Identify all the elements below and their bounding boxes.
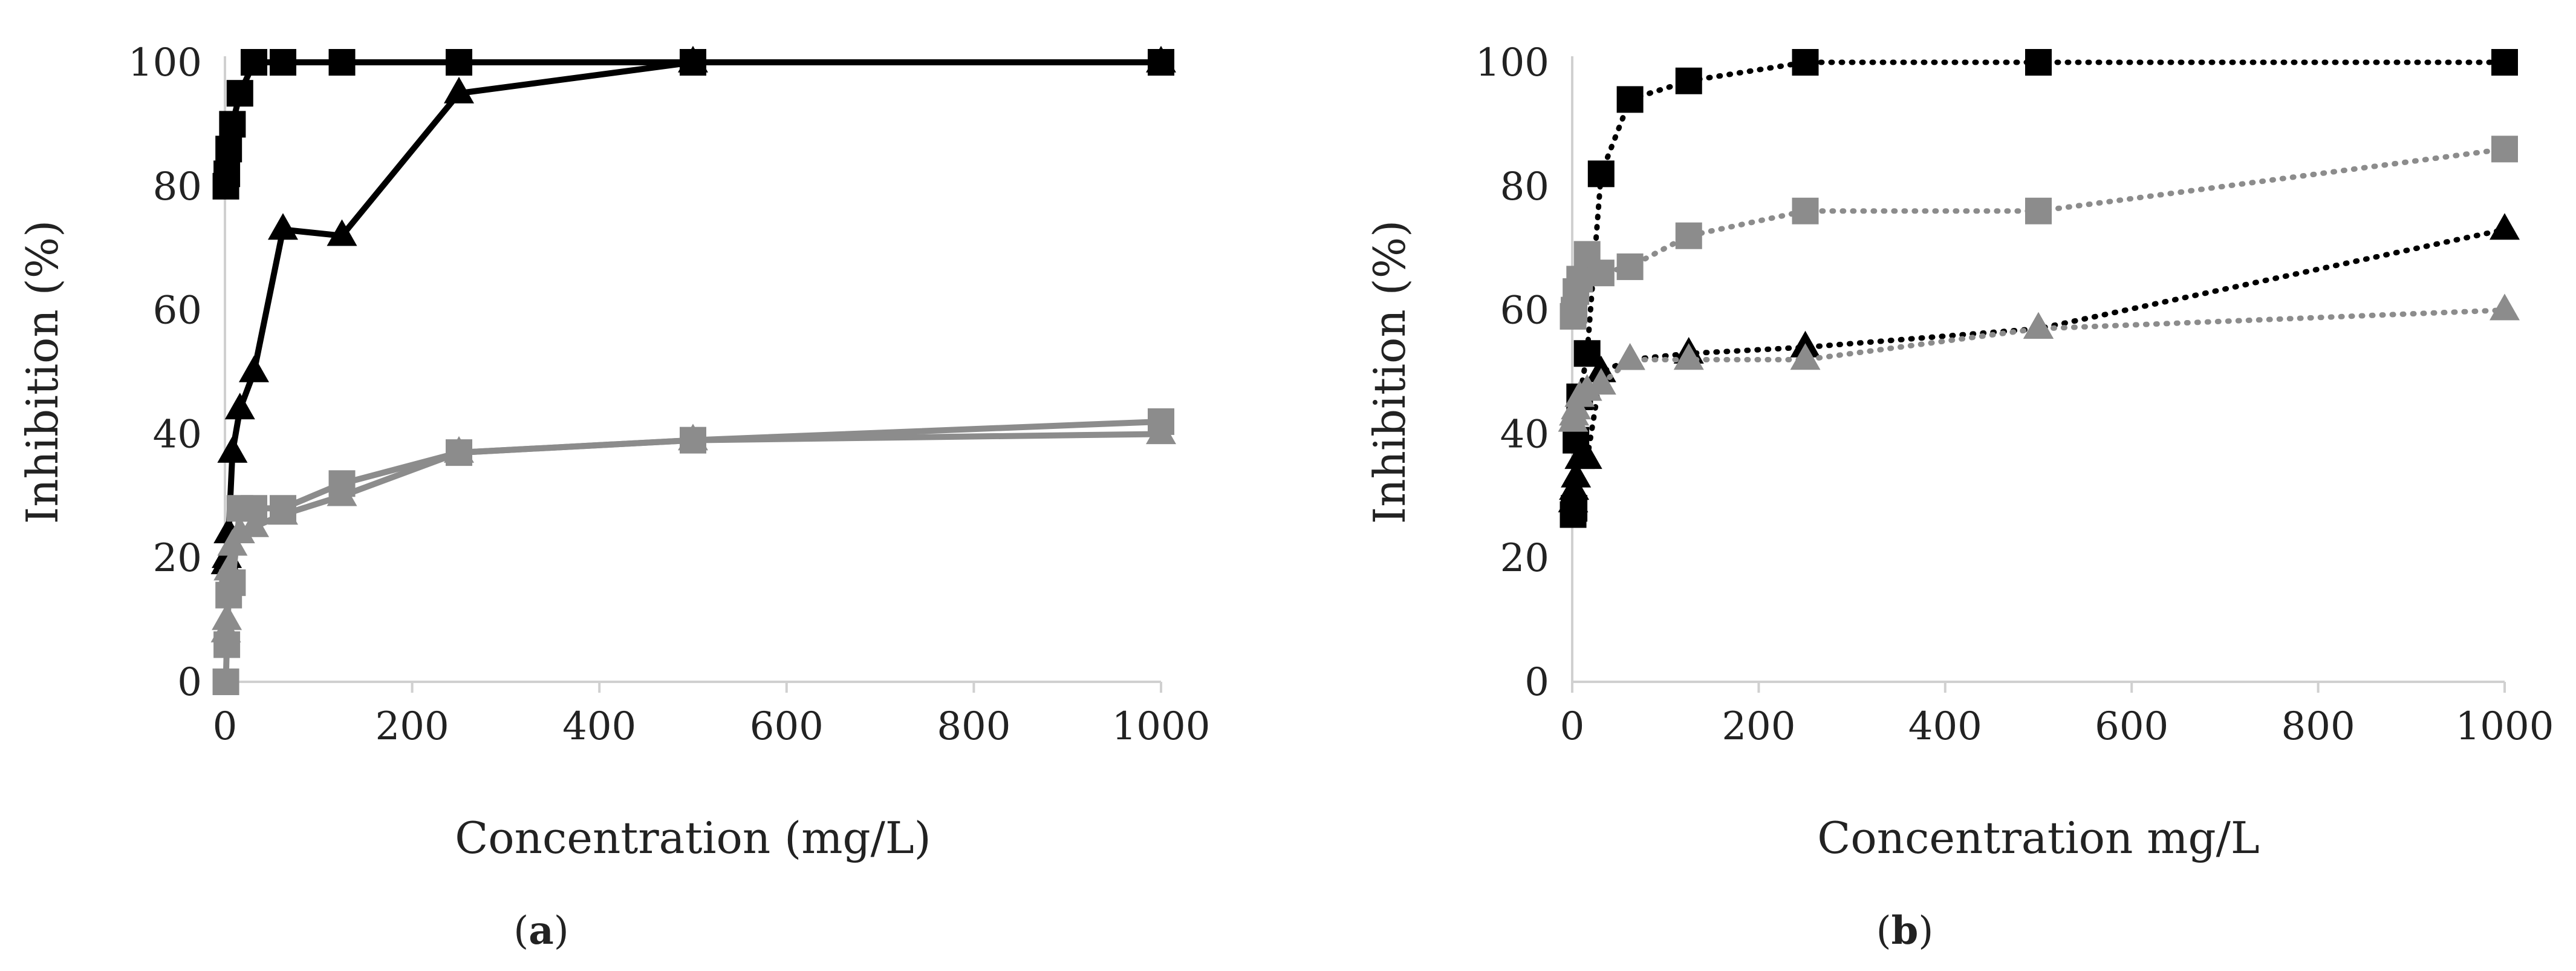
data-point-triangle [238,355,269,382]
data-point-square [446,49,472,76]
series-line [223,418,1164,685]
series-gray-squares [1560,136,2518,330]
y-tick-label: 40 [1500,412,1549,457]
y-tick-label: 60 [1500,289,1549,333]
data-point-square [446,439,472,466]
data-point-square [2491,49,2518,76]
series-black-triangles [1558,213,2520,512]
y-tick-label: 40 [153,412,202,457]
data-point-square [240,495,267,522]
y-tick-label: 0 [1524,660,1549,705]
data-point-square [213,160,241,188]
data-point-triangle [217,436,248,463]
data-point-square [1616,86,1644,113]
data-point-square [240,49,267,76]
data-point-square [1675,222,1702,249]
panel-label-letter: a [529,908,553,953]
data-point-triangle [444,76,474,103]
data-point-square [213,631,241,658]
data-point-square [328,49,356,76]
series-gray-squares [212,408,1174,695]
data-point-square [1587,160,1615,188]
panel-label: (b) [1876,908,1934,953]
data-point-square [1675,67,1702,94]
y-tick-label: 80 [1500,165,1549,209]
data-point-triangle [2023,312,2054,339]
x-tick-label: 1000 [1112,704,1211,749]
data-point-square [215,136,242,163]
x-tick-label: 200 [376,704,449,749]
series-black-squares [1560,49,2518,528]
x-tick-label: 0 [1560,704,1585,749]
y-tick-label: 100 [128,41,202,85]
data-point-square [219,569,246,597]
x-tick-label: 600 [750,704,824,749]
panel-label-open: ( [513,909,529,953]
x-tick-label: 400 [1908,704,1982,749]
data-point-triangle [2490,213,2520,240]
data-point-square [1616,253,1644,280]
series-line [223,59,1164,189]
x-tick-label: 0 [213,704,238,749]
data-point-triangle [224,393,255,420]
data-point-square [2025,49,2052,76]
y-tick-label: 20 [1500,536,1549,581]
series-line [223,431,1164,636]
series-line [1570,227,2508,505]
data-point-triangle [1586,368,1616,395]
panel-label-close: ) [554,909,569,953]
x-axis-title: Concentration (mg/L) [455,812,931,863]
y-axis-title: Inhibition (%) [17,220,68,525]
data-point-square [2025,197,2052,224]
series-black-triangles [210,45,1176,575]
data-point-square [226,80,253,107]
data-point-square [1148,408,1174,435]
data-point-square [212,669,239,695]
data-point-triangle [1790,343,1821,370]
data-point-triangle [678,45,708,73]
data-point-triangle [1146,45,1176,73]
data-point-square [328,470,356,497]
series-line [1570,146,2508,319]
x-tick-label: 600 [2095,704,2168,749]
data-point-square [269,495,296,522]
data-point-triangle [2490,293,2520,321]
series-gray-triangles [1558,293,2520,432]
data-point-triangle [1561,460,1592,488]
data-point-square [680,427,706,454]
data-point-square [1573,340,1601,367]
data-point-square [1792,49,1819,76]
data-point-square [269,49,296,76]
series-line [1570,59,2508,517]
y-tick-label: 60 [153,289,202,333]
data-point-triangle [1572,442,1602,469]
data-point-square [2491,136,2518,163]
data-point-square [1792,197,1819,224]
panel-label-letter: b [1891,908,1919,953]
x-tick-label: 1000 [2456,704,2554,749]
y-tick-label: 0 [177,660,202,705]
data-point-square [219,111,246,138]
y-tick-label: 20 [153,536,202,581]
x-tick-label: 800 [937,704,1010,749]
data-point-square [1587,260,1615,287]
y-tick-label: 100 [1475,41,1549,85]
panel-label-close: ) [1918,909,1933,953]
data-point-triangle [1615,343,1645,370]
data-point-triangle [1673,343,1704,370]
x-tick-label: 400 [562,704,636,749]
y-axis-title: Inhibition (%) [1364,220,1415,525]
data-point-triangle [267,213,298,240]
panel-label-open: ( [1876,909,1891,953]
panel-label: (a) [513,908,568,953]
x-tick-label: 200 [1722,704,1795,749]
x-tick-label: 800 [2282,704,2355,749]
y-tick-label: 80 [153,165,202,209]
data-point-triangle [238,510,269,537]
x-axis-title: Concentration mg/L [1817,812,2259,863]
data-point-triangle [327,219,357,246]
